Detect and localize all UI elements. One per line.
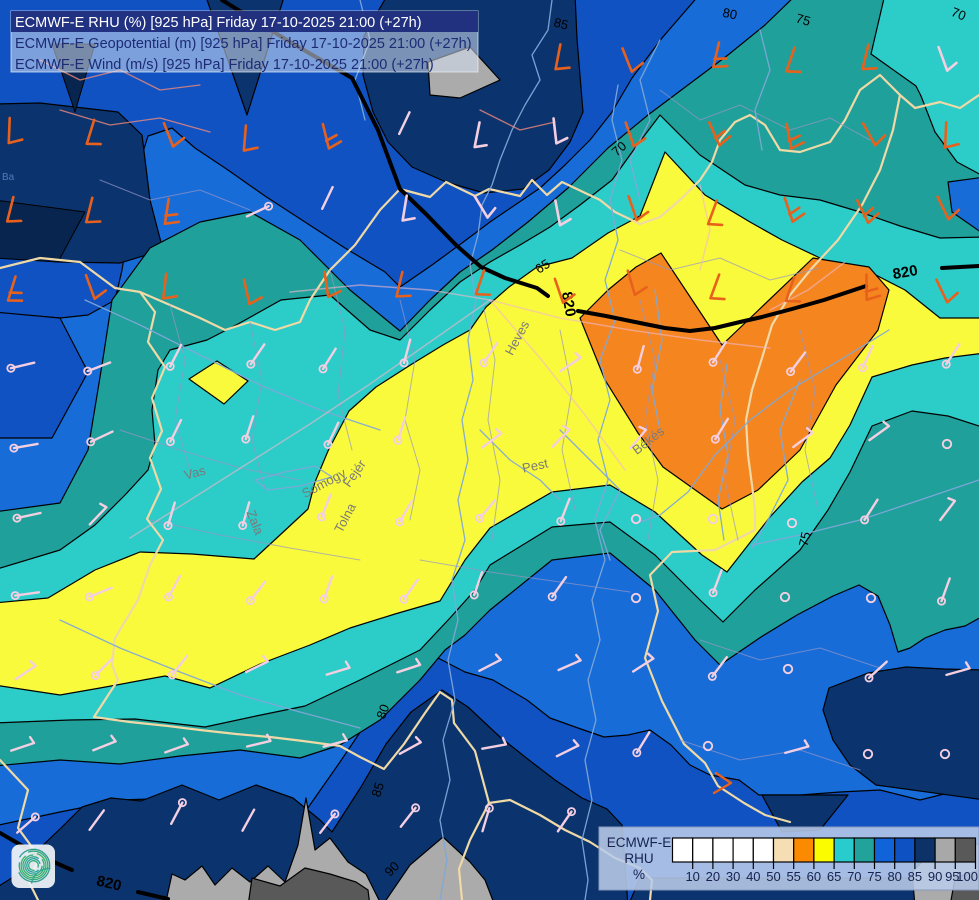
svg-text:70: 70: [847, 869, 861, 884]
svg-text:60: 60: [807, 869, 821, 884]
svg-text:ECMWF-E RHU (%) [925 hPa] Frid: ECMWF-E RHU (%) [925 hPa] Friday 17-10-2…: [15, 15, 422, 31]
svg-text:75: 75: [867, 869, 881, 884]
svg-text:80: 80: [721, 5, 738, 23]
svg-text:Ba: Ba: [2, 172, 15, 183]
svg-text:65: 65: [827, 869, 841, 884]
svg-text:100: 100: [956, 869, 978, 884]
svg-text:ECMWF-E Geopotential (m) [925: ECMWF-E Geopotential (m) [925 hPa] Frida…: [15, 36, 472, 52]
svg-text:65: 65: [532, 256, 552, 276]
svg-text:80: 80: [887, 869, 901, 884]
svg-text:95: 95: [945, 869, 959, 884]
svg-text:10: 10: [685, 869, 699, 884]
svg-text:75: 75: [796, 530, 814, 547]
svg-text:Pest: Pest: [521, 455, 550, 475]
svg-text:%: %: [633, 867, 645, 882]
svg-text:55: 55: [786, 869, 800, 884]
svg-text:85: 85: [552, 15, 570, 33]
svg-text:RHU: RHU: [624, 851, 653, 866]
svg-text:ECMWF-E Wind (m/s) [925 hPa] F: ECMWF-E Wind (m/s) [925 hPa] Friday 17-1…: [15, 57, 434, 73]
svg-text:75: 75: [794, 10, 812, 28]
svg-text:20: 20: [706, 869, 720, 884]
svg-text:820: 820: [891, 262, 919, 283]
svg-text:820: 820: [95, 873, 123, 895]
svg-text:80: 80: [373, 702, 392, 721]
svg-text:40: 40: [746, 869, 760, 884]
svg-text:ECMWF-E: ECMWF-E: [607, 835, 672, 850]
svg-text:820: 820: [558, 290, 579, 318]
svg-text:70: 70: [949, 4, 968, 23]
svg-text:85: 85: [908, 869, 922, 884]
svg-text:Vas: Vas: [183, 463, 208, 483]
svg-text:85: 85: [368, 780, 387, 798]
svg-text:30: 30: [726, 869, 740, 884]
svg-text:50: 50: [766, 869, 780, 884]
svg-text:90: 90: [928, 869, 942, 884]
